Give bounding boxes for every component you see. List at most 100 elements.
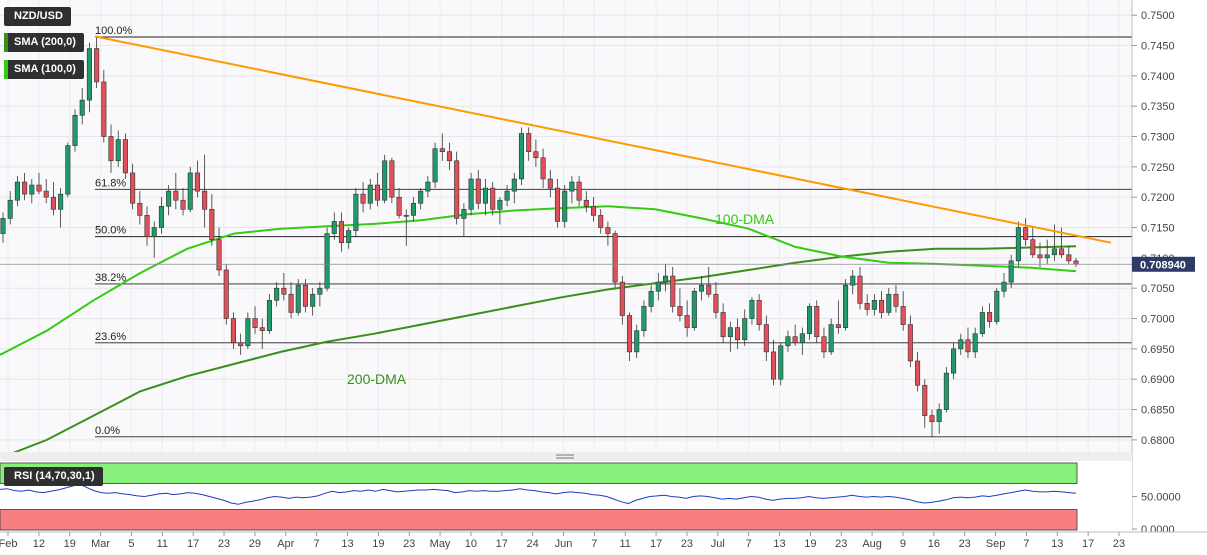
candle-body-down <box>965 339 971 353</box>
candle-body-down <box>893 293 899 307</box>
x-tick-label: 23 <box>1113 538 1125 550</box>
candle-body-up <box>1001 281 1007 292</box>
candle-body-down <box>670 275 676 307</box>
candle-body-up <box>324 233 330 289</box>
candle-body-up <box>58 193 64 210</box>
fibonacci-levels: 100.0% 61.8% 50.0% 38.2% 23.6% 0.0% <box>95 25 1132 438</box>
x-tick-label: 7 <box>314 538 320 550</box>
sma100-line <box>0 205 1077 356</box>
panel-splitter[interactable] <box>0 452 1132 461</box>
candle-body-down <box>50 196 56 210</box>
candle-body-up <box>0 218 6 234</box>
candle-body-down <box>1037 254 1043 259</box>
rsi-tick-label: 50.0000 <box>1141 492 1181 504</box>
candle-body-down <box>583 199 589 207</box>
candle-body-up <box>158 205 164 228</box>
x-tick-label: 16 <box>928 538 940 550</box>
x-tick-label: 19 <box>64 538 76 550</box>
candle-body-up <box>418 190 424 204</box>
fib-label: 50.0% <box>95 225 126 237</box>
candle-body-up <box>958 339 964 350</box>
y-tick-label: 0.7300 <box>1141 132 1175 144</box>
symbol-label[interactable]: NZD/USD <box>4 7 71 26</box>
x-tick-label: Jul <box>711 538 725 550</box>
candle-body-down <box>194 172 200 192</box>
fib-label: 100.0% <box>95 25 133 37</box>
rsi-legend-text: RSI (14,70,30,1) <box>14 470 95 482</box>
candle-body-up <box>482 187 489 204</box>
candle-body-up <box>778 345 784 380</box>
y-tick-label: 0.6850 <box>1141 405 1175 417</box>
candle-body-down <box>490 187 496 210</box>
candle-body-up <box>266 300 272 331</box>
candle-body-up <box>274 287 280 301</box>
x-tick-label: 23 <box>681 538 693 550</box>
fib-label: 38.2% <box>95 272 126 284</box>
candle-body-down <box>821 336 827 353</box>
price-axis-bg <box>1132 0 1207 452</box>
candle-body-up <box>245 318 251 347</box>
candle-body-up <box>403 215 409 217</box>
candle-body-down <box>360 193 366 204</box>
candle-body-down <box>94 48 100 83</box>
candle-body-up <box>1051 248 1057 256</box>
candle-body-down <box>43 190 49 198</box>
x-tick-label: 17 <box>650 538 662 550</box>
sma200-legend[interactable]: SMA (200,0) <box>4 33 84 52</box>
candle-body-up <box>367 184 373 204</box>
candle-body-up <box>331 221 337 234</box>
candle-body-down <box>706 284 712 295</box>
x-tick-label: 7 <box>746 538 752 550</box>
x-tick-label: 19 <box>804 538 816 550</box>
x-tick-label: Mar <box>91 538 110 550</box>
candle-body-up <box>14 181 20 201</box>
current-price-marker: 0.708940 <box>0 256 1195 272</box>
candle-body-down <box>230 318 236 344</box>
sma100-annotation: 100-DMA <box>715 211 775 227</box>
x-tick-label: Apr <box>277 538 294 550</box>
candle-body-down <box>879 300 885 313</box>
rsi-legend[interactable]: RSI (14,70,30,1) <box>4 467 103 486</box>
candle-body-up <box>828 324 834 353</box>
candle-body-up <box>742 318 748 341</box>
x-tick-label: 10 <box>465 538 477 550</box>
sma100-swatch <box>4 60 8 79</box>
candle-body-up <box>7 199 13 219</box>
candle-body-up <box>662 275 669 283</box>
candle-body-down <box>122 139 128 174</box>
candle-body-up <box>1015 227 1021 262</box>
x-tick-label: 29 <box>249 538 261 550</box>
candle-body-down <box>202 190 208 210</box>
candle-body-down <box>720 312 726 338</box>
candle-body-down <box>929 415 935 422</box>
candle-body-up <box>518 133 525 180</box>
candle-body-up <box>317 287 323 295</box>
candle-body-up <box>871 300 877 310</box>
candle-body-up <box>79 99 85 116</box>
candle-body-up <box>425 181 431 192</box>
y-tick-label: 0.7500 <box>1141 10 1175 22</box>
y-tick-label: 0.6950 <box>1141 344 1175 356</box>
candle-body-up <box>943 372 949 410</box>
candle-body-up <box>346 230 352 243</box>
candle-body-down <box>180 199 186 210</box>
y-tick-label: 0.7350 <box>1141 101 1175 113</box>
x-tick-label: 24 <box>527 538 539 550</box>
candle-body-down <box>389 160 395 198</box>
sma100-legend[interactable]: SMA (100,0) <box>4 60 84 79</box>
candle-body-up <box>151 227 157 237</box>
time-axis-bg <box>0 532 1207 555</box>
x-tick-label: 9 <box>900 538 906 550</box>
candle-body-down <box>454 160 460 219</box>
candle-body-down <box>612 233 618 283</box>
candle-body-down <box>173 190 179 201</box>
candle-body-up <box>936 409 942 422</box>
candle-body-down <box>439 148 445 152</box>
candle-body-up <box>353 193 359 231</box>
y-tick-label: 0.7450 <box>1141 41 1175 53</box>
x-tick-label: 7 <box>591 538 597 550</box>
candle-body-down <box>915 360 921 386</box>
